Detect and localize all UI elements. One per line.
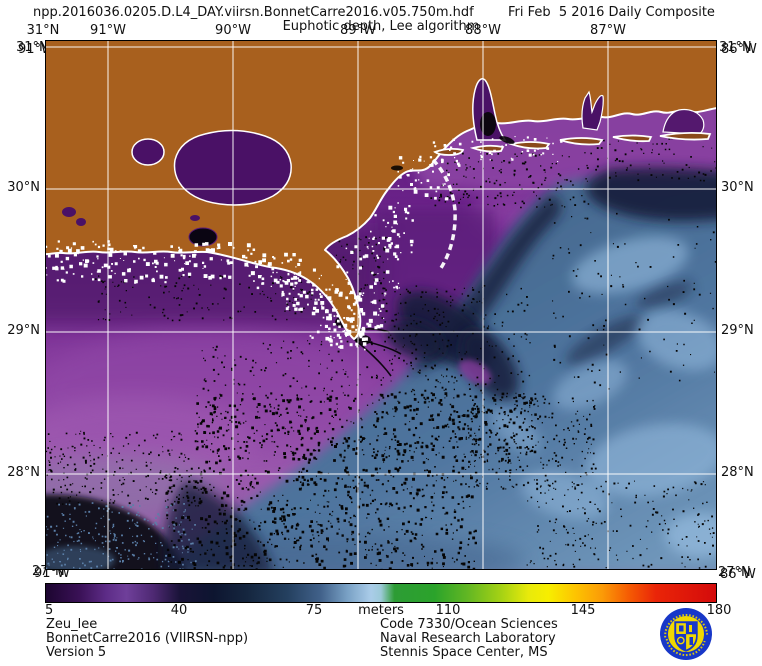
map-canvas bbox=[45, 40, 717, 570]
axis-label-lon: 87°W bbox=[590, 23, 626, 38]
colorbar-tick: 145 bbox=[570, 603, 596, 618]
colorbar-tick: 110 bbox=[435, 603, 461, 618]
header-date: Fri Feb 5 2016 Daily Composite bbox=[508, 5, 715, 20]
axis-label-lon: 89°W bbox=[340, 23, 376, 38]
map-title: Euphotic depth, Lee algorithm bbox=[282, 19, 480, 34]
seal-ring-text bbox=[664, 614, 709, 657]
colorbar-units: meters bbox=[358, 603, 404, 618]
corner-label-br: 27°N 86°W bbox=[718, 565, 756, 582]
footer-product-id: Zeu_lee bbox=[46, 617, 98, 632]
axis-label-lon: 88°W bbox=[465, 23, 501, 38]
colorbar-tick: 5 bbox=[45, 603, 54, 618]
nrl-seal-logo bbox=[658, 606, 714, 666]
footer-location: Stennis Space Center, MS bbox=[380, 645, 548, 660]
bay-inlet bbox=[662, 108, 705, 135]
footer-lab: Naval Research Laboratory bbox=[380, 631, 556, 646]
island-arc bbox=[431, 158, 457, 269]
footer-code: Code 7330/Ocean Sciences bbox=[380, 617, 558, 632]
axis-label-lat-top: 31°N bbox=[26, 23, 60, 38]
colorbar-tick: 75 bbox=[305, 603, 323, 618]
graticule-lines bbox=[45, 40, 717, 570]
colorbar-tick: 40 bbox=[170, 603, 188, 618]
footer-version: Version 5 bbox=[46, 645, 107, 660]
axis-label-lat-right: 28°N bbox=[721, 465, 754, 480]
colorbar-tick: 180 bbox=[706, 603, 732, 618]
axis-label-lat-right: 30°N bbox=[721, 180, 754, 195]
axis-label-lat-left: 28°N bbox=[7, 465, 40, 480]
axis-label-lat-left: 29°N bbox=[7, 323, 40, 338]
header-filename: npp.2016036.0205.D.L4_DAY.viirsn.BonnetC… bbox=[33, 5, 474, 20]
corner-label-tl: 31°N 91°W bbox=[16, 40, 54, 57]
axis-label-lon: 90°W bbox=[215, 23, 251, 38]
seal-shield bbox=[674, 621, 698, 652]
bay-inlet bbox=[581, 90, 604, 131]
lake-maurepas bbox=[131, 138, 165, 166]
axis-label-lat-right: 29°N bbox=[721, 323, 754, 338]
axis-label-lat-left: 30°N bbox=[7, 180, 40, 195]
colorbar bbox=[45, 583, 717, 603]
footer-region: BonnetCarre2016 (VIIRSN-npp) bbox=[46, 631, 249, 646]
map-border bbox=[45, 40, 717, 570]
corner-label-tr: 31°N 86°W bbox=[719, 40, 757, 57]
cloud-speckles bbox=[45, 135, 717, 570]
axis-label-lon: 91°W bbox=[90, 23, 126, 38]
